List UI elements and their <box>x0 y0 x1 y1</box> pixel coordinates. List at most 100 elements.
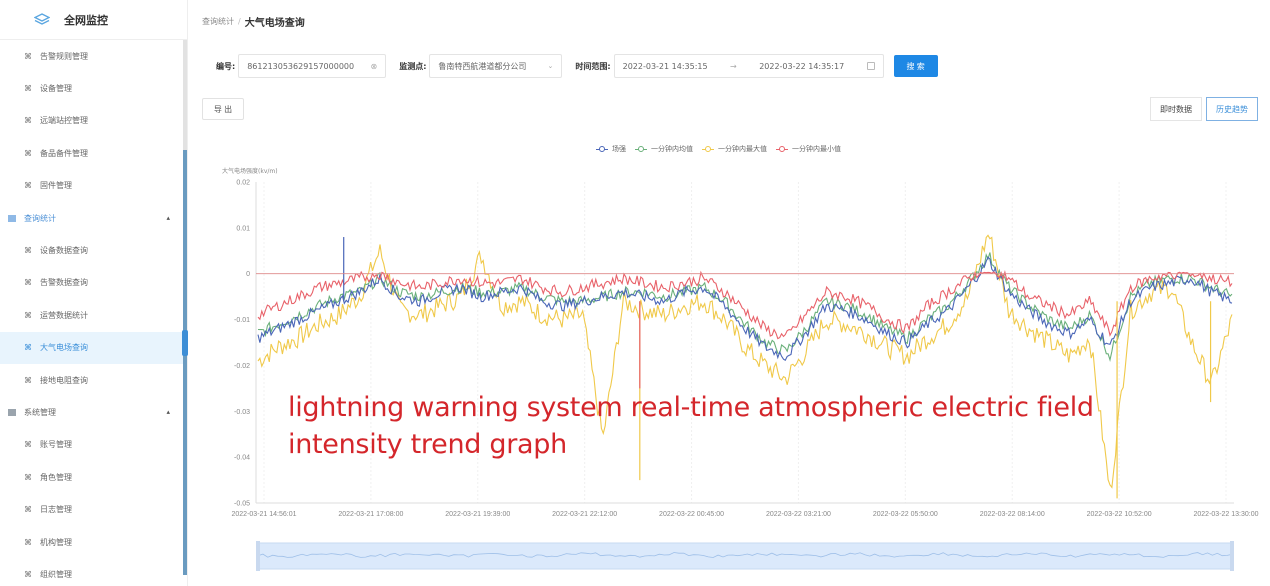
sidebar: 全网监控 ⌘ 告警规则管理 ⌘ 设备管理 ⌘ 远端站控管理 ⌘ 备品备件管理 ⌘ 固件管理 查询统计… <box>0 0 188 586</box>
series-line-0 <box>257 256 1233 361</box>
sidebar-item-label: 角色管理 <box>40 472 72 482</box>
sidebar-item-13[interactable]: ⌘ 角色管理 <box>0 461 184 493</box>
sidebar-item-4[interactable]: ⌘ 固件管理 <box>0 170 184 202</box>
slider-handle-left[interactable] <box>256 541 260 571</box>
time-start[interactable]: 2022-03-21 14:35:15 <box>622 61 708 71</box>
x-tick-label: 2022-03-21 17:08:00 <box>338 511 403 518</box>
x-tick-label: 2022-03-22 05:50:00 <box>873 511 938 518</box>
legend-label: 一分钟内最小值 <box>792 145 841 153</box>
tool-icon: ⌘ <box>24 343 32 353</box>
sidebar-item-9[interactable]: ⌘ 大气电场查询 <box>0 331 184 364</box>
x-tick-label: 2022-03-22 10:52:00 <box>1087 511 1152 518</box>
sidebar-active-indicator <box>182 330 188 356</box>
sidebar-item-14[interactable]: ⌘ 日志管理 <box>0 493 184 525</box>
layers-icon <box>34 12 50 25</box>
export-button[interactable]: 导 出 <box>202 98 244 120</box>
slider-handle-right[interactable] <box>1230 541 1234 571</box>
realtime-data-button[interactable]: 即时数据 <box>1150 97 1202 121</box>
logo[interactable]: 全网监控 <box>0 0 187 40</box>
sidebar-item-label: 设备数据查询 <box>40 246 88 256</box>
y-tick-label: -0.04 <box>234 455 250 462</box>
tool-icon: ⌘ <box>24 148 32 158</box>
legend-marker-icon <box>596 146 608 152</box>
sidebar-item-label: 告警规则管理 <box>40 51 88 61</box>
sidebar-item-1[interactable]: ⌘ 设备管理 <box>0 72 184 104</box>
sidebar-item-label: 固件管理 <box>40 181 72 191</box>
tool-icon: ⌘ <box>24 116 32 126</box>
tool-icon: ⌘ <box>24 537 32 547</box>
sidebar-item-label: 设备管理 <box>40 84 72 94</box>
search-button[interactable]: 搜 索 <box>893 55 938 77</box>
chevron-down-icon: ⌄ <box>547 62 554 70</box>
sidebar-item-10[interactable]: ⌘ 接地电阻查询 <box>0 364 184 396</box>
monitor-value: 鲁南特西航港道都分公司 <box>438 61 527 71</box>
sidebar-item-label: 远端站控管理 <box>40 116 88 126</box>
sidebar-item-16[interactable]: ⌘ 组织管理 <box>0 558 184 586</box>
sidebar-item-2[interactable]: ⌘ 远端站控管理 <box>0 105 184 137</box>
clear-icon[interactable]: ⊗ <box>370 61 378 71</box>
legend-item-3[interactable]: 一分钟内最小值 <box>776 144 841 154</box>
legend-item-1[interactable]: 一分钟内均值 <box>635 144 693 154</box>
series-line-3 <box>257 270 1233 340</box>
time-range-picker[interactable]: 2022-03-21 14:35:15 → 2022-03-22 14:35:1… <box>613 54 884 78</box>
breadcrumb-separator: / <box>238 17 241 26</box>
monitor-select[interactable]: 鲁南特西航港道都分公司 ⌄ <box>429 54 563 78</box>
x-tick-label: 2022-03-22 13:30:00 <box>1194 511 1259 518</box>
y-tick-label: 0 <box>246 271 250 278</box>
sidebar-item-8[interactable]: ⌘ 运营数据统计 <box>0 299 184 331</box>
sidebar-item-12[interactable]: ⌘ 账号管理 <box>0 429 184 461</box>
sidebar-item-label: 日志管理 <box>40 505 72 515</box>
legend-item-0[interactable]: 场强 <box>596 144 626 154</box>
sidebar-item-6[interactable]: ⌘ 设备数据查询 <box>0 234 184 266</box>
chevron-up-icon: ▴ <box>166 214 170 223</box>
time-end[interactable]: 2022-03-22 14:35:17 <box>759 61 845 71</box>
overlay-caption-line2: intensity trend graph <box>288 429 567 460</box>
y-tick-label: -0.03 <box>234 409 250 416</box>
sidebar-group-header: 系统管理 <box>8 407 56 418</box>
sidebar-item-label: 账号管理 <box>40 440 72 450</box>
calendar-icon[interactable] <box>866 62 875 70</box>
datazoom-slider[interactable] <box>257 542 1233 570</box>
sidebar-item-0[interactable]: ⌘ 告警规则管理 <box>0 40 184 72</box>
legend-marker-icon <box>702 146 714 152</box>
grid-icon <box>8 408 16 416</box>
sidebar-item-3[interactable]: ⌘ 备品备件管理 <box>0 137 184 169</box>
filter-bar: 编号: 861213053629157000000 ⊗ 监测点: 鲁南特西航港道… <box>188 53 938 79</box>
tool-icon: ⌘ <box>24 181 32 191</box>
tool-icon: ⌘ <box>24 440 32 450</box>
breadcrumb-parent[interactable]: 查询统计 <box>202 17 234 26</box>
tool-icon: ⌘ <box>24 310 32 320</box>
x-tick-label: 2022-03-21 14:56:01 <box>232 511 297 518</box>
sidebar-item-11[interactable]: 系统管理 ▴ <box>0 396 184 428</box>
overlay-caption: lightning warning system real-time atmos… <box>288 389 1094 463</box>
sidebar-item-7[interactable]: ⌘ 告警数据查询 <box>0 267 184 299</box>
main-content: 查询统计 / 大气电场查询 编号: 861213053629157000000 … <box>188 0 1270 586</box>
y-axis-title: 大气电场强度(kv/m) <box>222 168 278 175</box>
tool-icon: ⌘ <box>24 246 32 256</box>
legend-label: 场强 <box>612 145 626 153</box>
series-line-1 <box>257 252 1233 363</box>
tool-icon: ⌘ <box>24 375 32 385</box>
sidebar-item-label: 系统管理 <box>24 407 56 417</box>
chart-canvas[interactable]: 2022-03-21 14:56:01 2022-03-21 17:08:00 20… <box>188 135 1270 586</box>
sidebar-item-label: 告警数据查询 <box>40 278 88 288</box>
sidebar-item-5[interactable]: 查询统计 ▴ <box>0 202 184 234</box>
sidebar-item-15[interactable]: ⌘ 机构管理 <box>0 526 184 558</box>
sidebar-menu: ⌘ 告警规则管理 ⌘ 设备管理 ⌘ 远端站控管理 ⌘ 备品备件管理 ⌘ 固件管理 查询统计 ▴ ⌘ 设备数… <box>0 40 184 586</box>
id-value: 861213053629157000000 <box>247 61 355 71</box>
sidebar-scrollbar-thumb[interactable] <box>183 150 187 575</box>
sidebar-item-label: 查询统计 <box>24 213 56 223</box>
page-title: 大气电场查询 <box>244 18 305 29</box>
y-tick-label: -0.02 <box>234 363 250 370</box>
tool-icon: ⌘ <box>24 569 32 579</box>
chart-legend: 场强 一分钟内均值 一分钟内最大值 一分钟内最小值 <box>596 144 850 154</box>
sidebar-item-label: 组织管理 <box>40 569 72 579</box>
legend-item-2[interactable]: 一分钟内最大值 <box>702 144 767 154</box>
breadcrumb: 查询统计 / 大气电场查询 <box>202 14 305 29</box>
id-input[interactable]: 861213053629157000000 ⊗ <box>238 54 387 78</box>
sidebar-item-label: 大气电场查询 <box>40 343 88 353</box>
chevron-up-icon: ▴ <box>166 408 170 417</box>
history-trend-button[interactable]: 历史趋势 <box>1206 97 1258 121</box>
id-label: 编号: <box>216 61 236 71</box>
